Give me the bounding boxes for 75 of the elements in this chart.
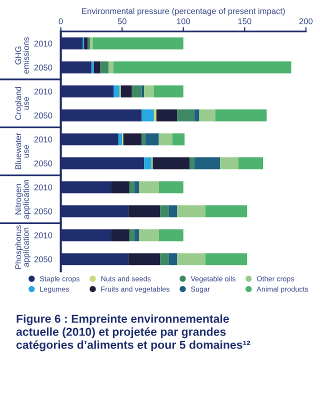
bar <box>111 229 130 242</box>
y-tick-label: 2050 <box>34 160 52 166</box>
bar <box>123 133 142 146</box>
bar <box>142 85 144 98</box>
bar <box>160 253 169 266</box>
bar <box>128 253 160 266</box>
bar <box>158 181 184 194</box>
bar <box>120 85 132 98</box>
y-tick-label: 2010 <box>34 88 52 94</box>
bar <box>168 205 178 218</box>
bar <box>205 205 248 218</box>
bar <box>194 157 220 170</box>
text: Nitrogen application <box>15 180 31 219</box>
bar <box>158 133 172 146</box>
bar <box>238 157 264 170</box>
text: Cropland use <box>15 86 29 120</box>
bar <box>111 181 130 194</box>
bar <box>94 61 100 74</box>
bar <box>114 61 292 74</box>
y-tick-label: 2010 <box>34 40 52 47</box>
bar <box>158 229 184 242</box>
y-tick-label: 2050 <box>34 112 52 118</box>
bar <box>129 229 134 242</box>
y-tick-label: 2010 <box>34 232 52 238</box>
bar <box>114 85 120 98</box>
bar <box>128 205 160 218</box>
y-tick-label: 2050 <box>34 256 52 262</box>
x-axis-title: Environmental pressure (percentage of present impact) <box>82 8 285 16</box>
bar <box>154 109 156 122</box>
text: Phosphorus application <box>15 225 31 269</box>
bar <box>189 157 194 170</box>
bar <box>139 181 159 194</box>
bar <box>139 229 159 242</box>
bar <box>152 157 190 170</box>
text: GHG emissions <box>15 37 29 74</box>
bar <box>205 253 248 266</box>
text: Figure 6 : Empreinte environnementale actuelle (2010) et projetée par grandes catégories d’aliments et pour 5 domaines¹² <box>16 314 250 352</box>
bar <box>142 109 154 122</box>
y-tick-label: 2010 <box>34 136 52 142</box>
bar <box>145 133 159 146</box>
bar <box>177 205 206 218</box>
y-tick-label: 2050 <box>34 208 52 214</box>
bar <box>172 133 185 146</box>
bar <box>90 37 93 50</box>
bar <box>156 109 178 122</box>
bar <box>142 133 146 146</box>
bar <box>84 37 88 50</box>
bar <box>177 253 206 266</box>
x-tick-label: 0 <box>58 18 63 24</box>
bar <box>199 109 216 122</box>
x-tick-label: 50 <box>118 18 126 24</box>
bar <box>134 229 140 242</box>
bar <box>92 37 184 50</box>
x-tick-label: 150 <box>238 18 252 24</box>
text: Bluewater use <box>15 132 29 170</box>
bar <box>177 109 194 122</box>
bar <box>129 181 134 194</box>
bar <box>215 109 267 122</box>
bar <box>154 85 184 98</box>
y-tick-label: 2050 <box>34 64 52 70</box>
bar <box>220 157 239 170</box>
bar <box>144 85 154 98</box>
bar <box>118 133 122 146</box>
x-tick-label: 100 <box>177 18 190 24</box>
bar <box>160 205 169 218</box>
x-tick-label: 200 <box>299 18 313 24</box>
bar <box>134 181 140 194</box>
bar <box>132 85 142 98</box>
bar <box>194 109 200 122</box>
bar <box>144 157 152 170</box>
bar <box>108 61 114 74</box>
y-tick-label: 2010 <box>34 184 52 190</box>
bar <box>91 61 94 74</box>
bar <box>100 61 109 74</box>
bar <box>168 253 178 266</box>
